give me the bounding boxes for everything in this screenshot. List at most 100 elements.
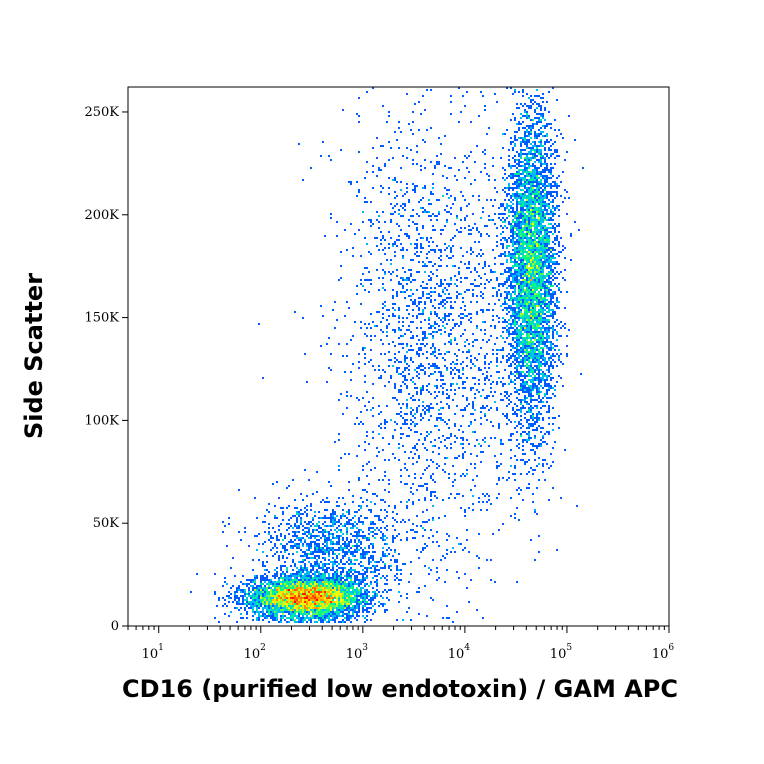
event-dot xyxy=(356,181,358,183)
event-dot xyxy=(448,315,450,317)
event-dot xyxy=(506,309,508,311)
event-dot xyxy=(540,231,542,233)
event-dot xyxy=(448,407,450,409)
event-dot xyxy=(530,363,532,365)
event-dot xyxy=(518,307,520,309)
event-dot xyxy=(516,353,518,355)
event-dot xyxy=(536,201,538,203)
event-dot xyxy=(474,431,476,433)
event-dot xyxy=(530,339,532,341)
event-dot xyxy=(510,227,512,229)
event-dot xyxy=(548,169,550,171)
event-dot xyxy=(384,527,386,529)
event-dot xyxy=(436,245,438,247)
event-dot xyxy=(534,211,536,213)
event-dot xyxy=(538,189,540,191)
event-dot xyxy=(328,501,330,503)
event-dot xyxy=(520,367,522,369)
event-dot xyxy=(552,241,554,243)
event-dot xyxy=(556,187,558,189)
event-dot xyxy=(396,423,398,425)
event-dot xyxy=(550,257,552,259)
event-dot xyxy=(512,175,514,177)
event-dot xyxy=(324,531,326,533)
event-dot xyxy=(542,261,544,263)
event-dot xyxy=(400,167,402,169)
event-dot xyxy=(514,221,516,223)
event-dot xyxy=(546,191,548,193)
event-dot xyxy=(516,213,518,215)
event-dot xyxy=(460,209,462,211)
event-dot xyxy=(550,171,552,173)
event-dot xyxy=(544,159,546,161)
event-dot xyxy=(526,343,528,345)
event-dot xyxy=(528,389,530,391)
event-dot xyxy=(380,509,382,511)
event-dot xyxy=(516,151,518,153)
event-dot xyxy=(532,317,534,319)
event-dot xyxy=(380,243,382,245)
event-dot xyxy=(538,295,540,297)
event-dot xyxy=(530,205,532,207)
event-dot xyxy=(506,393,508,395)
event-dot xyxy=(420,207,422,209)
event-dot xyxy=(334,523,336,525)
event-dot xyxy=(518,319,520,321)
event-dot xyxy=(456,363,458,365)
event-dot xyxy=(564,257,566,259)
event-dot xyxy=(528,213,530,215)
event-dot xyxy=(470,121,472,123)
event-dot xyxy=(526,129,528,131)
event-dot xyxy=(528,225,530,227)
event-dot xyxy=(522,385,524,387)
event-dot xyxy=(388,459,390,461)
event-dot xyxy=(524,339,526,341)
event-dot xyxy=(362,211,364,213)
event-dot xyxy=(528,157,530,159)
event-dot xyxy=(390,279,392,281)
event-dot xyxy=(508,439,510,441)
event-dot xyxy=(374,515,376,517)
event-dot xyxy=(524,383,526,385)
event-dot xyxy=(536,191,538,193)
event-dot xyxy=(526,321,528,323)
event-dot xyxy=(450,307,452,309)
event-dot xyxy=(440,279,442,281)
event-dot xyxy=(522,211,524,213)
event-dot xyxy=(430,215,432,217)
event-dot xyxy=(494,325,496,327)
event-dot xyxy=(502,247,504,249)
event-dot xyxy=(514,173,516,175)
event-dot xyxy=(534,169,536,171)
event-dot xyxy=(526,487,528,489)
event-dot xyxy=(546,139,548,141)
event-dot xyxy=(518,363,520,365)
event-dot xyxy=(386,515,388,517)
event-dot xyxy=(430,313,432,315)
event-dot xyxy=(524,343,526,345)
event-dot xyxy=(542,349,544,351)
event-dot xyxy=(468,233,470,235)
event-dot xyxy=(356,417,358,419)
event-dot xyxy=(492,395,494,397)
event-dot xyxy=(340,265,342,267)
event-dot xyxy=(528,257,530,259)
event-dot xyxy=(526,383,528,385)
event-dot xyxy=(530,215,532,217)
event-dot xyxy=(424,411,426,413)
event-dot xyxy=(402,291,404,293)
event-dot xyxy=(482,297,484,299)
event-dot xyxy=(554,243,556,245)
event-dot xyxy=(444,421,446,423)
event-dot xyxy=(504,301,506,303)
event-dot xyxy=(542,373,544,375)
event-dot xyxy=(392,295,394,297)
event-dot xyxy=(542,459,544,461)
event-dot xyxy=(350,523,352,525)
event-dot xyxy=(546,369,548,371)
event-dot xyxy=(466,251,468,253)
event-dot xyxy=(488,235,490,237)
event-dot xyxy=(524,319,526,321)
event-dot xyxy=(544,255,546,257)
event-dot xyxy=(432,451,434,453)
